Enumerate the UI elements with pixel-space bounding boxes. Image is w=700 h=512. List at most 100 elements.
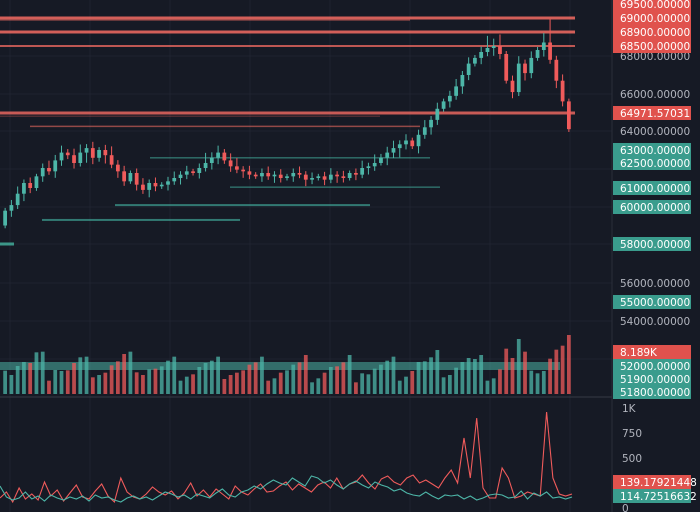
oscillator-tick-1-text: 750 — [622, 428, 642, 440]
price-tick-0-text: 68000.00000 — [620, 51, 690, 63]
oscillator-tick-0[interactable]: 1K — [622, 403, 637, 415]
oscillator-value-red-text: 139.17921448 — [620, 477, 697, 489]
candle-35 — [222, 149, 227, 164]
candle-27 — [172, 171, 177, 185]
price-tick-2[interactable]: 64000.00000 — [620, 126, 690, 138]
candle-body-62 — [391, 148, 396, 153]
price-tick-0[interactable]: 68000.00000 — [620, 51, 690, 63]
oscillator-series-0 — [0, 411, 573, 504]
oscillator-value-red[interactable]: 139.17921448 — [613, 475, 697, 489]
bid-level-6-text: 52000.00000 — [620, 361, 690, 373]
candle-body-11 — [72, 155, 76, 163]
bid-level-7[interactable]: 51900.00000 — [613, 372, 691, 386]
order-book-line-12 — [0, 362, 560, 370]
ask-level-1[interactable]: 69000.00000 — [613, 11, 691, 25]
volume-bar-66 — [416, 362, 421, 394]
candle-21 — [134, 168, 139, 191]
bid-level-3[interactable]: 60000.00000 — [613, 200, 691, 214]
candle-70 — [441, 98, 446, 112]
volume-label[interactable]: 8.189K — [613, 345, 691, 359]
price-tick-1[interactable]: 66000.00000 — [620, 89, 690, 101]
volume-bar-28 — [178, 380, 183, 394]
oscillator-lines — [0, 411, 573, 504]
candle-23 — [147, 179, 152, 198]
price-tick-4[interactable]: 54000.00000 — [620, 316, 690, 328]
candle-body-55 — [347, 173, 352, 178]
candle-body-2 — [15, 193, 20, 206]
candle-body-14 — [90, 148, 95, 158]
volume-bar-80 — [504, 348, 509, 394]
volume-bar-90 — [566, 335, 571, 394]
order-book-line-11 — [0, 242, 14, 246]
volume-bar-29 — [184, 376, 189, 394]
volume-bar-82 — [516, 339, 521, 394]
volume-bar-63 — [397, 380, 402, 394]
oscillator-value-teal-bg — [613, 489, 691, 503]
volume-bar-46 — [291, 364, 296, 394]
volume-bar-83 — [523, 351, 527, 394]
ask-level-2-text: 68900.00000 — [620, 27, 690, 39]
candle-51 — [322, 171, 327, 186]
candle-83 — [523, 59, 527, 81]
bid-level-2-text: 61000.00000 — [620, 183, 690, 195]
bid-level-4[interactable]: 58000.00000 — [613, 237, 691, 251]
volume-bar-75 — [473, 359, 477, 394]
bid-level-2[interactable]: 61000.00000 — [613, 181, 691, 195]
candle-body-86 — [541, 42, 546, 50]
candle-body-32 — [203, 163, 208, 168]
current-price-label-bg — [613, 105, 691, 120]
candle-body-69 — [435, 108, 440, 120]
current-price-label[interactable]: 64971.57031 — [613, 105, 691, 120]
candle-8 — [53, 154, 58, 178]
ask-level-0-bg — [613, 0, 691, 11]
candle-body-35 — [222, 152, 227, 161]
bid-level-8[interactable]: 51800.00000 — [613, 385, 691, 399]
candle-body-84 — [529, 57, 534, 74]
candle-body-7 — [47, 168, 51, 172]
candle-58 — [366, 162, 371, 175]
candle-body-0 — [3, 210, 8, 226]
candle-36 — [228, 153, 233, 172]
candle-body-4 — [28, 183, 33, 188]
ask-level-3[interactable]: 68500.00000 — [613, 39, 691, 53]
candle-body-19 — [122, 171, 127, 182]
candle-22 — [141, 178, 145, 194]
oscillator-tick-1[interactable]: 750 — [622, 428, 642, 440]
candle-5 — [34, 173, 39, 191]
candle-body-56 — [354, 173, 358, 175]
bid-level-5[interactable]: 55000.00000 — [613, 295, 691, 309]
volume-bar-27 — [172, 356, 177, 394]
volume-bar-54 — [341, 362, 346, 394]
candle-body-21 — [134, 173, 139, 185]
price-tick-3[interactable]: 56000.00000 — [620, 278, 690, 290]
oscillator-tick-4[interactable]: 0 — [622, 503, 629, 512]
bid-level-0[interactable]: 63000.00000 — [613, 143, 691, 157]
order-book-line-7 — [150, 157, 430, 159]
candle-18 — [116, 160, 120, 178]
bid-level-5-bg — [613, 295, 691, 309]
oscillator-value-teal[interactable]: 114.72516632 — [613, 489, 697, 503]
candle-25 — [159, 182, 164, 189]
oscillator-tick-4-text: 0 — [622, 503, 629, 512]
volume-bar-37 — [235, 372, 239, 394]
volume-bar-19 — [122, 354, 127, 394]
bid-level-6[interactable]: 52000.00000 — [613, 359, 691, 373]
candle-body-34 — [216, 152, 220, 158]
bid-level-7-text: 51900.00000 — [620, 374, 690, 386]
ask-level-2[interactable]: 68900.00000 — [613, 25, 691, 39]
price-axis[interactable]: 68000.00000 66000.00000 64000.00000 56000.0… — [613, 0, 691, 399]
candle-38 — [241, 166, 246, 178]
candle-body-36 — [228, 160, 233, 167]
bid-level-1[interactable]: 62500.00000 — [613, 156, 691, 170]
ask-level-0[interactable]: 69500.00000 — [613, 0, 691, 11]
candle-73 — [460, 71, 465, 94]
candle-86 — [541, 33, 546, 57]
oscillator-tick-2[interactable]: 500 — [622, 453, 642, 465]
volume-bar-31 — [197, 367, 202, 394]
bid-level-0-text: 63000.00000 — [620, 145, 690, 157]
candle-body-39 — [247, 171, 252, 175]
volume-bar-36 — [228, 375, 233, 394]
volume-bar-4 — [28, 363, 33, 394]
